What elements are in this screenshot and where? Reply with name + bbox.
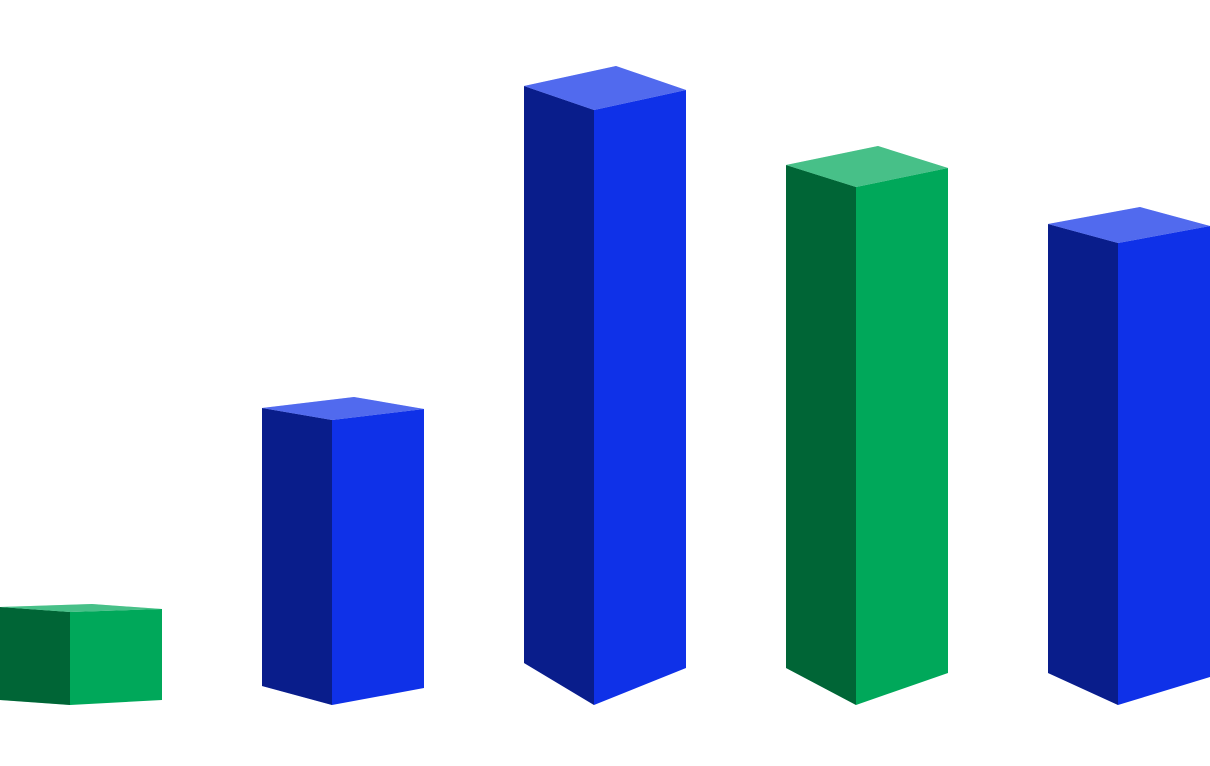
bar bbox=[786, 146, 948, 705]
bar-top-light bbox=[262, 397, 424, 420]
bar-left-face bbox=[1048, 224, 1118, 705]
bar-left-face bbox=[262, 408, 332, 705]
bar-left-face bbox=[524, 86, 594, 705]
bar-right-face bbox=[70, 609, 162, 705]
bar-left-face bbox=[0, 607, 70, 705]
bar bbox=[1048, 207, 1210, 705]
bar-left-shade bbox=[1048, 224, 1118, 705]
bar-left-shade bbox=[786, 165, 856, 705]
bar-top-face bbox=[1048, 207, 1210, 243]
bar-top-light bbox=[524, 66, 686, 110]
bar-right-face bbox=[1118, 226, 1210, 705]
bar bbox=[524, 66, 686, 705]
bar-right-face bbox=[594, 90, 686, 705]
bar-top-face bbox=[262, 397, 424, 420]
bar-left-shade bbox=[0, 607, 70, 705]
bar-top-light bbox=[786, 146, 948, 187]
bar bbox=[0, 604, 162, 705]
bar-top-face bbox=[786, 146, 948, 187]
bar bbox=[262, 397, 424, 705]
bar-left-shade bbox=[524, 86, 594, 705]
bar-left-face bbox=[786, 165, 856, 705]
bar-top-face bbox=[524, 66, 686, 110]
bar-top-light bbox=[0, 604, 162, 612]
bar-left-shade bbox=[262, 408, 332, 705]
bar-top-face bbox=[0, 604, 162, 612]
bar-right-face bbox=[856, 168, 948, 705]
bar-top-light bbox=[1048, 207, 1210, 243]
bar-right-face bbox=[332, 409, 424, 705]
